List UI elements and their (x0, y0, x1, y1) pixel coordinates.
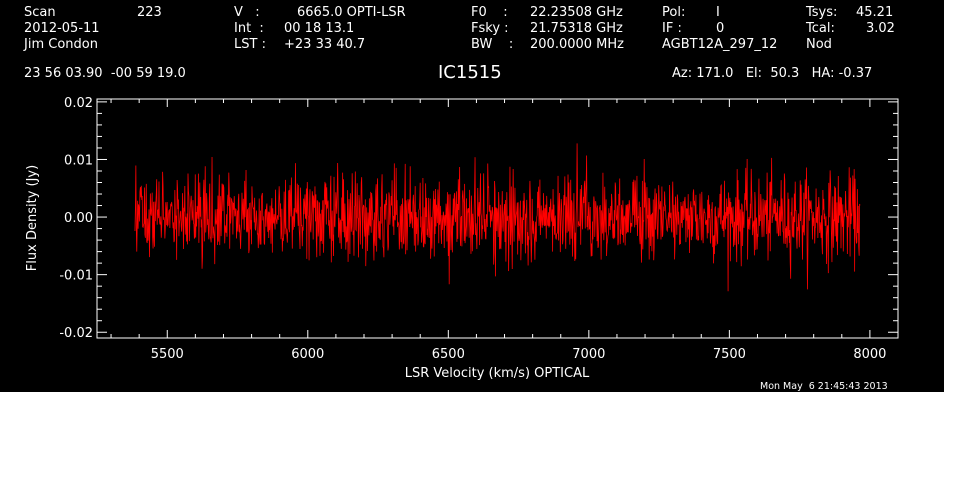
spectrum-chart: 5500 6000 6500 7000 7500 8000 -0.02 -0.01 0.00 0.… (25, 96, 899, 381)
v-value: 6665.0 OPTI-LSR (297, 5, 406, 20)
int-label: Int : (234, 21, 264, 36)
if-value: 0 (716, 21, 725, 36)
bw-value: 200.0000 MHz (530, 37, 624, 52)
x-axis-label: LSR Velocity (km/s) OPTICAL (405, 366, 590, 381)
tsys-value: 45.21 (856, 5, 894, 20)
if-label: IF : (662, 21, 682, 36)
lst-label: LST : (234, 37, 266, 52)
fsky-label: Fsky : (471, 21, 509, 36)
x-tick-label: 6000 (291, 347, 324, 362)
x-tick-label: 7000 (572, 347, 605, 362)
y-tick-label: 0.02 (64, 96, 93, 111)
plot-panel (0, 0, 944, 392)
timestamp: Mon May 6 21:45:43 2013 (760, 381, 888, 392)
x-tick-label: 8000 (853, 347, 886, 362)
pol-label: Pol: (662, 5, 686, 20)
project-id: AGBT12A_297_12 (662, 37, 778, 52)
source-name: IC1515 (438, 62, 502, 83)
az-el-ha: Az: 171.0 El: 50.3 HA: -0.37 (672, 66, 873, 81)
fsky-value: 21.75318 GHz (530, 21, 623, 36)
y-tick-label: -0.02 (59, 326, 93, 341)
ra-dec: 23 56 03.90 -00 59 19.0 (24, 66, 186, 81)
pol-value: I (716, 5, 720, 20)
tcal-label: Tcal: (806, 21, 835, 36)
f0-value: 22.23508 GHz (530, 5, 623, 20)
y-tick-label: -0.01 (59, 269, 93, 284)
tcal-value: 3.02 (866, 21, 895, 36)
x-tick-label: 5500 (151, 347, 184, 362)
x-tick-label: 7500 (713, 347, 746, 362)
spectrum-trace (134, 143, 861, 292)
scan-value: 223 (137, 5, 162, 20)
f0-label: F0 : (471, 5, 508, 20)
int-value: 00 18 13.1 (284, 21, 355, 36)
plot-frame (96, 98, 899, 339)
y-tick-label: 0.00 (64, 211, 93, 226)
scan-label: Scan (24, 5, 56, 20)
x-tick-label: 6500 (432, 347, 465, 362)
y-axis-label: Flux Density (Jy) (25, 165, 40, 271)
obs-mode: Nod (806, 37, 832, 52)
y-tick-label: 0.01 (64, 153, 93, 168)
obs-date: 2012-05-11 (24, 21, 100, 36)
tsys-label: Tsys: (806, 5, 838, 20)
lst-value: +23 33 40.7 (284, 37, 366, 52)
observer-name: Jim Condon (24, 37, 98, 52)
bw-label: BW : (471, 37, 514, 52)
v-label: V : (234, 5, 260, 20)
